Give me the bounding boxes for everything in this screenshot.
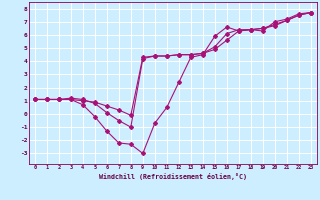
X-axis label: Windchill (Refroidissement éolien,°C): Windchill (Refroidissement éolien,°C) bbox=[99, 173, 247, 180]
